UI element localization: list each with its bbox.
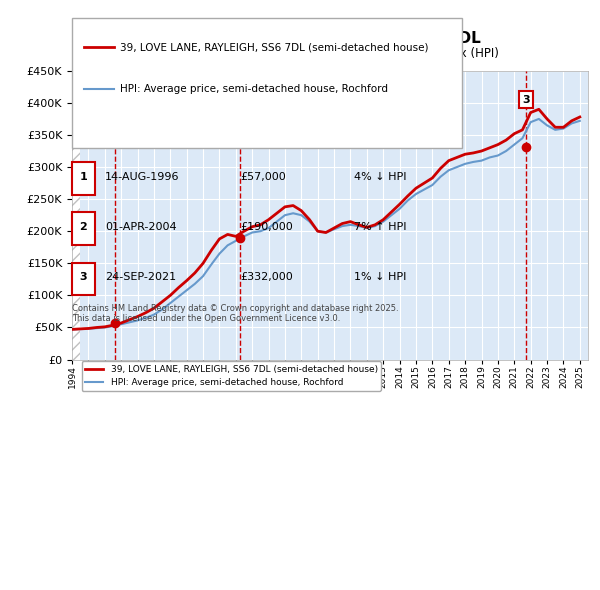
- Text: 1% ↓ HPI: 1% ↓ HPI: [354, 273, 406, 282]
- Legend: 39, LOVE LANE, RAYLEIGH, SS6 7DL (semi-detached house), HPI: Average price, semi: 39, LOVE LANE, RAYLEIGH, SS6 7DL (semi-d…: [82, 361, 381, 391]
- Text: 3: 3: [80, 273, 87, 282]
- Text: £57,000: £57,000: [240, 172, 286, 182]
- Text: 39, LOVE LANE, RAYLEIGH, SS6 7DL: 39, LOVE LANE, RAYLEIGH, SS6 7DL: [179, 31, 481, 46]
- Text: Contains HM Land Registry data © Crown copyright and database right 2025.
This d: Contains HM Land Registry data © Crown c…: [72, 304, 398, 323]
- Text: HPI: Average price, semi-detached house, Rochford: HPI: Average price, semi-detached house,…: [120, 84, 388, 93]
- Text: 1: 1: [80, 172, 87, 182]
- Text: 2: 2: [80, 222, 87, 232]
- Text: 24-SEP-2021: 24-SEP-2021: [105, 273, 176, 282]
- Text: Price paid vs. HM Land Registry's House Price Index (HPI): Price paid vs. HM Land Registry's House …: [161, 47, 499, 60]
- Text: 3: 3: [523, 94, 530, 104]
- Text: 01-APR-2004: 01-APR-2004: [105, 222, 176, 232]
- Text: 14-AUG-1996: 14-AUG-1996: [105, 172, 179, 182]
- Text: 1: 1: [111, 94, 119, 104]
- Text: 4% ↓ HPI: 4% ↓ HPI: [354, 172, 407, 182]
- Text: £332,000: £332,000: [240, 273, 293, 282]
- Text: 2: 2: [236, 94, 244, 104]
- Text: 39, LOVE LANE, RAYLEIGH, SS6 7DL (semi-detached house): 39, LOVE LANE, RAYLEIGH, SS6 7DL (semi-d…: [120, 42, 428, 52]
- Text: £190,000: £190,000: [240, 222, 293, 232]
- Text: 7% ↑ HPI: 7% ↑ HPI: [354, 222, 407, 232]
